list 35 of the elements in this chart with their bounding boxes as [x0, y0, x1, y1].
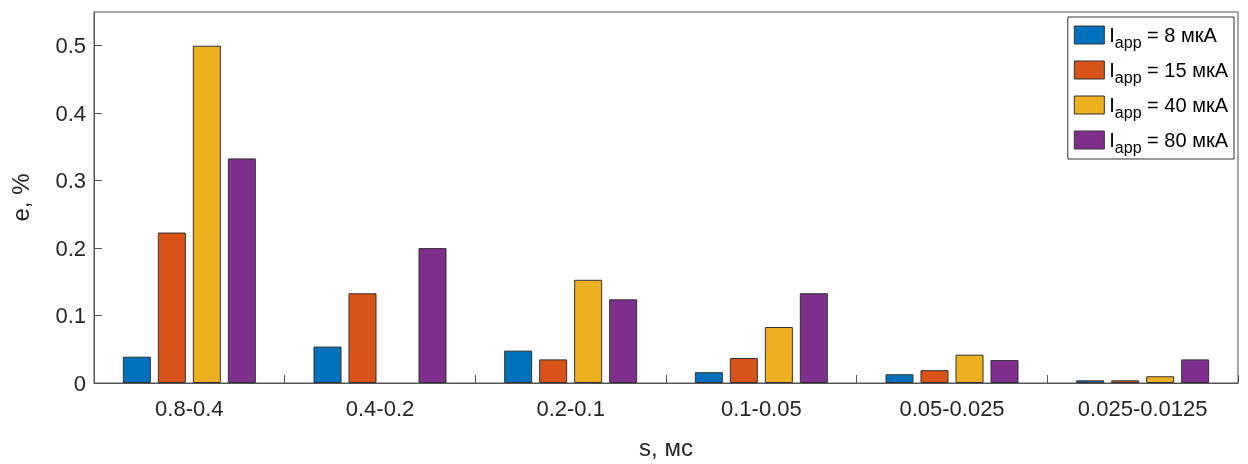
x-tick-label: 0.4-0.2 — [345, 395, 415, 421]
bar — [609, 299, 638, 383]
bar — [574, 279, 603, 383]
x-tick-label: 0.025-0.0125 — [1077, 395, 1208, 421]
bar — [1146, 376, 1175, 383]
bar — [504, 350, 533, 383]
bar — [313, 346, 342, 383]
bar — [955, 354, 984, 383]
x-axis-title: s, мс — [639, 433, 693, 461]
bar — [1181, 359, 1210, 383]
bar — [694, 372, 723, 383]
bar — [157, 232, 186, 383]
bar — [885, 374, 914, 383]
bar — [920, 370, 949, 383]
y-tick-label: 0.2 — [55, 235, 86, 261]
bar — [122, 356, 151, 383]
bar — [227, 158, 256, 383]
y-tick-label: 0.1 — [55, 303, 86, 329]
x-tick-label: 0.2-0.1 — [536, 395, 605, 421]
bar — [418, 248, 447, 383]
x-tick-label: 0.1-0.05 — [720, 395, 802, 421]
x-tick-label: 0.8-0.4 — [155, 395, 224, 421]
y-axis-title: e, % — [6, 173, 34, 222]
y-tick-label: 0.4 — [55, 100, 86, 126]
y-tick-label: 0.5 — [55, 33, 86, 59]
bar — [990, 360, 1019, 383]
bar — [764, 327, 793, 383]
y-tick-label: 0.3 — [55, 168, 86, 194]
x-tick-label: 0.05-0.025 — [899, 395, 1005, 421]
bar — [192, 45, 221, 383]
y-tick-label: 0 — [73, 370, 86, 396]
bar — [348, 293, 377, 383]
bar — [729, 358, 758, 383]
bar — [799, 293, 828, 383]
bar — [539, 359, 568, 383]
